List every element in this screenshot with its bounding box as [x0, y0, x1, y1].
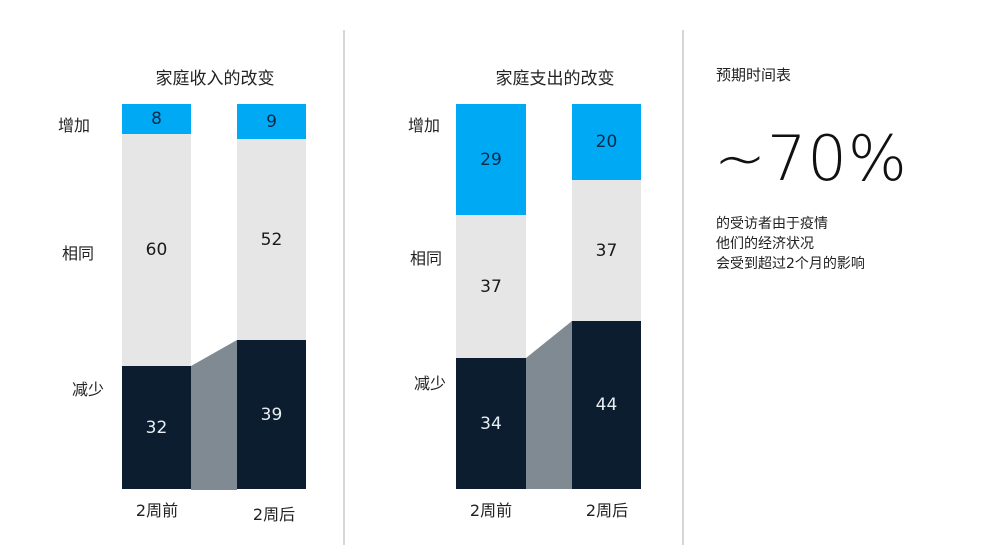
income-after-increase: 9: [237, 104, 306, 139]
spending-before-same: 37: [456, 215, 526, 358]
panel-divider-left: [343, 30, 345, 545]
spending-before-decrease: 34: [456, 358, 526, 489]
row-label-same: 相同: [410, 249, 443, 268]
income-after-same: 52: [237, 139, 306, 340]
spending-after-decrease: 44: [572, 321, 641, 489]
timeline-title: 预期时间表: [716, 66, 792, 84]
panel-divider-right: [682, 30, 684, 545]
income-before-same: 60: [122, 134, 191, 366]
row-label-increase: 增加: [58, 116, 91, 135]
spending-chart-title: 家庭支出的改变: [495, 69, 615, 89]
timeline-line-1: 的受访者由于疫情: [716, 216, 828, 232]
income-before-decrease: 32: [122, 366, 191, 489]
row-label-decrease: 减少: [72, 380, 105, 399]
row-label-increase: 增加: [408, 116, 441, 135]
spending-decrease-connector: [526, 321, 572, 489]
income-xlabel-after: 2周后: [252, 505, 296, 524]
timeline-line-3: 会受到超过2个月的影响: [716, 256, 865, 272]
timeline-stat: ~70%: [714, 122, 908, 195]
spending-xlabel-after: 2周后: [585, 501, 629, 520]
income-xlabel-before: 2周前: [135, 501, 179, 520]
spending-before-increase: 29: [456, 104, 526, 215]
row-label-decrease: 减少: [414, 374, 447, 393]
income-decrease-connector: [191, 340, 237, 490]
income-chart-title: 家庭收入的改变: [155, 69, 275, 89]
spending-after-increase: 20: [572, 104, 641, 180]
timeline-description: 的受访者由于疫情 他们的经济状况 会受到超过2个月的影响: [716, 214, 865, 274]
income-after-decrease: 39: [237, 340, 306, 489]
timeline-line-2: 他们的经济状况: [716, 236, 814, 252]
income-before-increase: 8: [122, 104, 191, 134]
spending-xlabel-before: 2周前: [469, 501, 513, 520]
row-label-same: 相同: [62, 244, 95, 263]
spending-after-same: 37: [572, 180, 641, 321]
